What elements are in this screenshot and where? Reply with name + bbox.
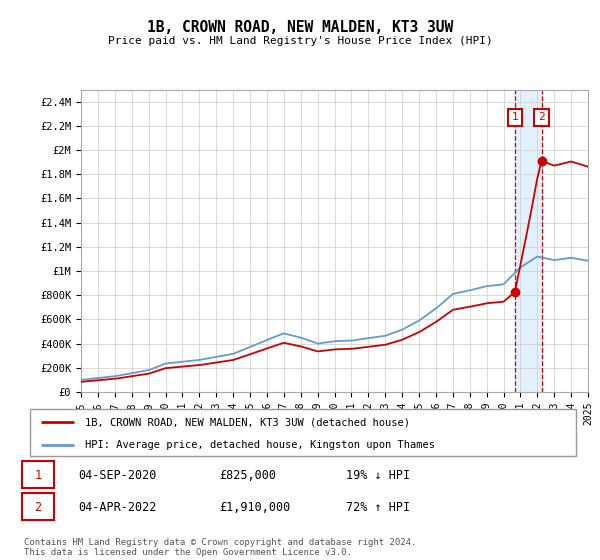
Text: £825,000: £825,000 [220, 469, 277, 482]
Text: 04-SEP-2020: 04-SEP-2020 [78, 469, 157, 482]
FancyBboxPatch shape [30, 409, 576, 456]
Text: 1B, CROWN ROAD, NEW MALDEN, KT3 3UW: 1B, CROWN ROAD, NEW MALDEN, KT3 3UW [147, 20, 453, 35]
Text: 19% ↓ HPI: 19% ↓ HPI [346, 469, 410, 482]
FancyBboxPatch shape [22, 461, 54, 488]
Text: 04-APR-2022: 04-APR-2022 [78, 501, 157, 514]
FancyBboxPatch shape [22, 493, 54, 520]
Text: 2: 2 [34, 501, 41, 514]
Text: 1: 1 [34, 469, 41, 482]
Text: Contains HM Land Registry data © Crown copyright and database right 2024.
This d: Contains HM Land Registry data © Crown c… [24, 538, 416, 557]
Text: HPI: Average price, detached house, Kingston upon Thames: HPI: Average price, detached house, King… [85, 440, 434, 450]
Text: £1,910,000: £1,910,000 [220, 501, 290, 514]
Text: 1B, CROWN ROAD, NEW MALDEN, KT3 3UW (detached house): 1B, CROWN ROAD, NEW MALDEN, KT3 3UW (det… [85, 417, 410, 427]
Text: 2: 2 [538, 113, 545, 123]
Text: 1: 1 [511, 113, 518, 123]
Text: Price paid vs. HM Land Registry's House Price Index (HPI): Price paid vs. HM Land Registry's House … [107, 36, 493, 46]
Text: 72% ↑ HPI: 72% ↑ HPI [346, 501, 410, 514]
Bar [515, 90, 542, 392]
